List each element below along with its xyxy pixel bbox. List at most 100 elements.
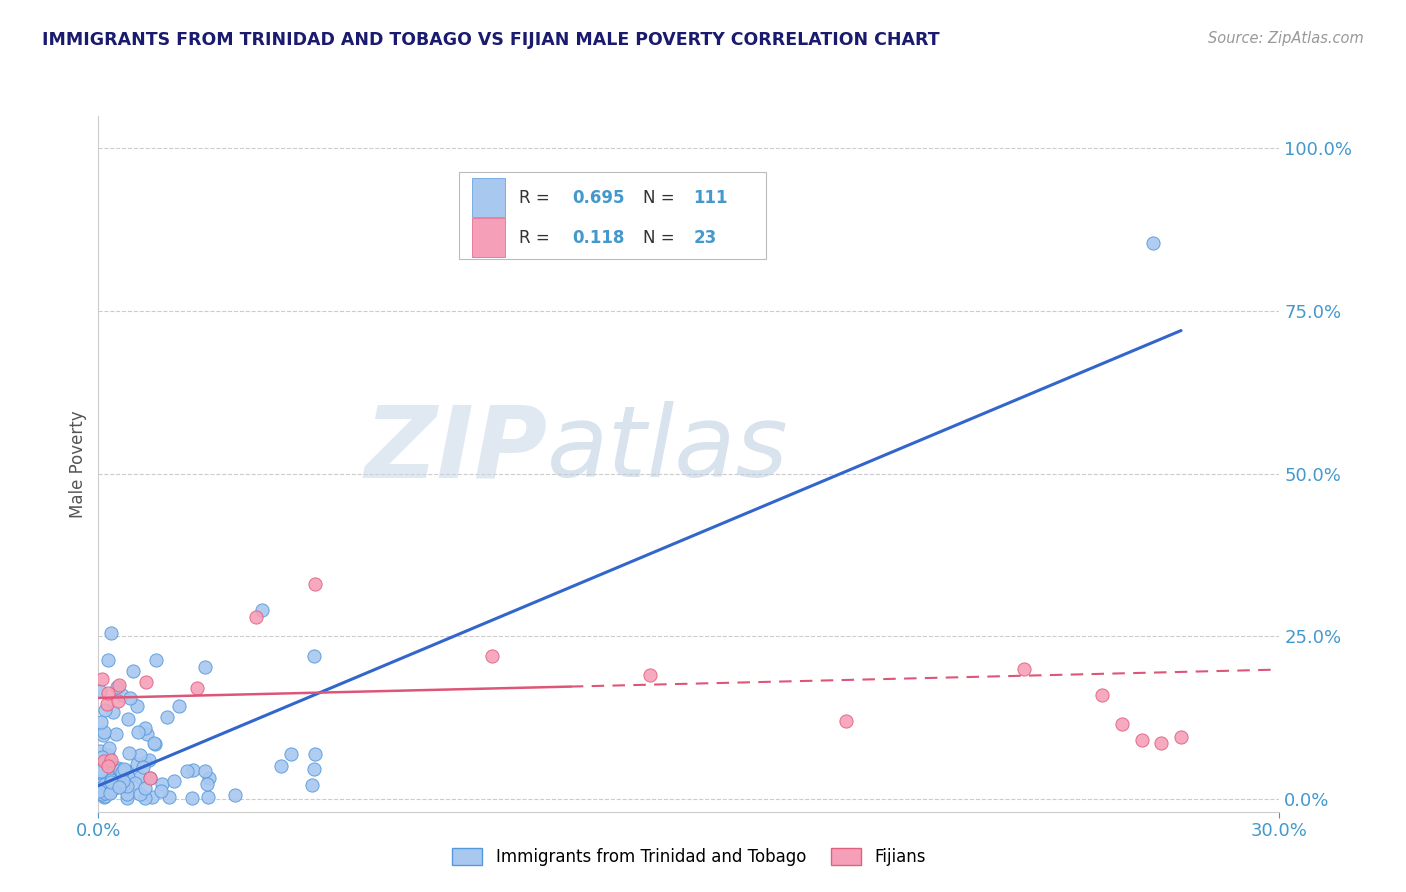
- Point: [167, 698, 190, 713]
- Point: [121, 664, 143, 678]
- Text: IMMIGRANTS FROM TRINIDAD AND TOBAGO VS FIJIAN MALE POVERTY CORRELATION CHART: IMMIGRANTS FROM TRINIDAD AND TOBAGO VS F…: [42, 31, 939, 49]
- Point: [108, 763, 131, 777]
- Point: [94, 777, 117, 791]
- Point: [89, 684, 111, 698]
- Point: [120, 690, 142, 705]
- FancyBboxPatch shape: [471, 178, 505, 217]
- Point: [110, 777, 132, 791]
- Point: [1012, 662, 1035, 676]
- Point: [135, 674, 157, 689]
- Point: [1091, 688, 1114, 702]
- Point: [145, 653, 167, 667]
- Point: [101, 705, 124, 719]
- Point: [252, 603, 274, 617]
- Point: [108, 678, 131, 692]
- Point: [89, 781, 111, 796]
- Point: [1150, 736, 1173, 750]
- Point: [103, 765, 125, 780]
- Point: [101, 781, 124, 796]
- Text: atlas: atlas: [547, 401, 789, 499]
- Point: [115, 779, 138, 793]
- Point: [1142, 235, 1164, 250]
- Point: [97, 740, 120, 755]
- Point: [90, 762, 112, 776]
- Point: [97, 759, 120, 773]
- Point: [163, 774, 186, 789]
- Point: [194, 764, 217, 778]
- Point: [93, 725, 115, 739]
- Text: R =: R =: [519, 228, 555, 246]
- Point: [97, 685, 120, 699]
- Point: [89, 765, 111, 780]
- Point: [127, 698, 149, 713]
- Point: [89, 752, 111, 766]
- Point: [94, 786, 117, 800]
- Point: [93, 790, 115, 805]
- Point: [1130, 733, 1153, 747]
- Text: 23: 23: [693, 228, 717, 246]
- Point: [97, 748, 120, 763]
- Point: [193, 660, 215, 674]
- Point: [304, 747, 326, 761]
- Point: [110, 764, 132, 779]
- Point: [195, 777, 218, 791]
- Text: 0.695: 0.695: [572, 188, 624, 207]
- Point: [181, 791, 204, 805]
- Point: [156, 710, 179, 724]
- Point: [100, 753, 122, 767]
- Point: [91, 751, 114, 765]
- Point: [132, 760, 155, 774]
- Point: [93, 789, 115, 803]
- Point: [301, 778, 323, 792]
- Point: [100, 775, 122, 789]
- Point: [176, 764, 198, 779]
- Point: [112, 762, 135, 776]
- Point: [91, 728, 114, 742]
- Point: [134, 755, 156, 769]
- Point: [150, 777, 173, 791]
- Point: [98, 753, 121, 767]
- Point: [118, 746, 141, 760]
- Point: [91, 749, 114, 764]
- Text: ZIP: ZIP: [364, 401, 547, 499]
- Point: [117, 712, 139, 726]
- Point: [125, 756, 148, 771]
- Point: [89, 780, 111, 795]
- Text: N =: N =: [643, 188, 679, 207]
- Point: [134, 780, 156, 795]
- Point: [115, 790, 138, 805]
- Point: [101, 781, 124, 796]
- Point: [94, 778, 117, 792]
- Point: [139, 772, 162, 786]
- Point: [91, 776, 114, 790]
- Text: N =: N =: [643, 228, 679, 246]
- Point: [280, 747, 302, 762]
- Point: [138, 753, 160, 767]
- Point: [157, 789, 180, 804]
- Point: [117, 764, 139, 778]
- Point: [128, 770, 150, 784]
- FancyBboxPatch shape: [471, 219, 505, 257]
- Point: [112, 778, 135, 792]
- FancyBboxPatch shape: [458, 171, 766, 259]
- Point: [481, 648, 503, 663]
- Point: [112, 773, 135, 788]
- Point: [93, 787, 115, 801]
- Point: [90, 764, 112, 778]
- Point: [197, 771, 219, 785]
- Point: [117, 770, 139, 784]
- Point: [94, 703, 117, 717]
- Text: 111: 111: [693, 188, 728, 207]
- Legend: Immigrants from Trinidad and Tobago, Fijians: Immigrants from Trinidad and Tobago, Fij…: [446, 841, 932, 873]
- Point: [270, 759, 292, 773]
- Point: [1111, 717, 1133, 731]
- Point: [128, 787, 150, 801]
- Text: Source: ZipAtlas.com: Source: ZipAtlas.com: [1208, 31, 1364, 46]
- Point: [97, 652, 120, 666]
- Text: R =: R =: [519, 188, 555, 207]
- Point: [638, 668, 661, 682]
- Point: [100, 626, 122, 640]
- Point: [134, 791, 156, 805]
- Point: [304, 649, 326, 664]
- Point: [181, 763, 204, 777]
